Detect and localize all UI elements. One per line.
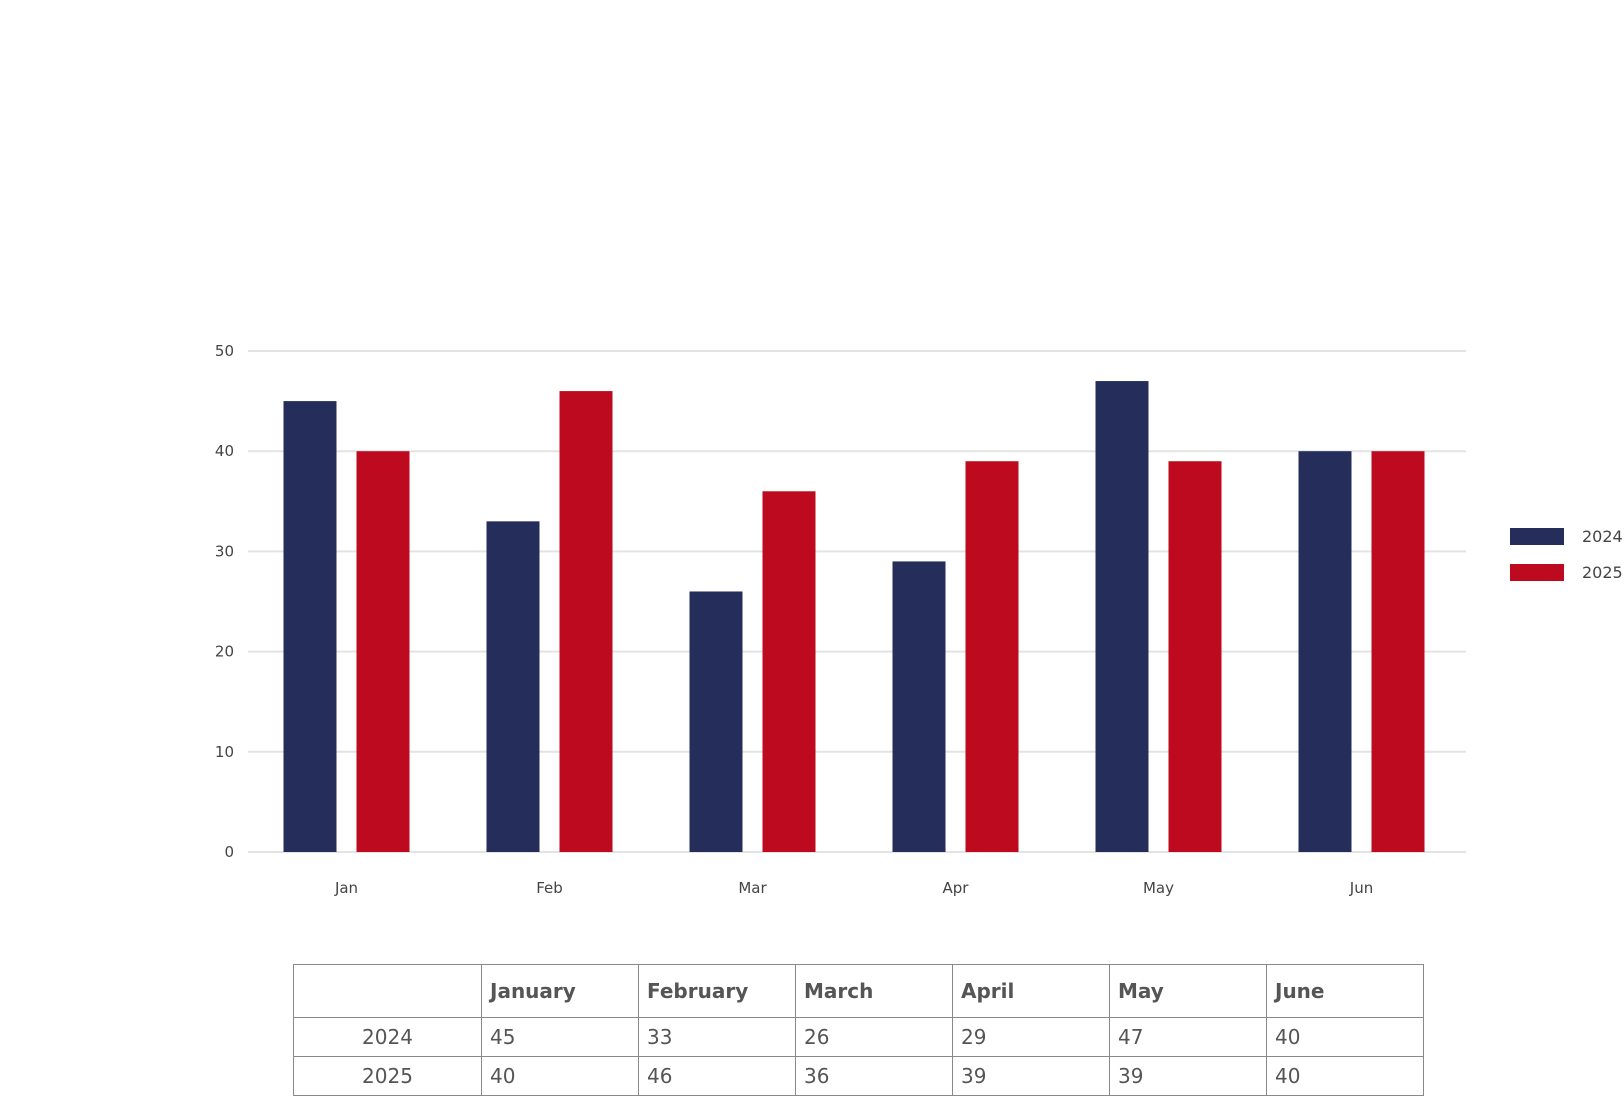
y-tick-label: 50	[215, 342, 234, 360]
table-header-january: January	[481, 964, 639, 1018]
bar-2025-apr	[965, 461, 1019, 852]
table-header-may: May	[1109, 964, 1267, 1018]
bar-2024-jan	[283, 401, 337, 852]
table-row: 2025 40 46 36 39 39 40	[293, 1056, 1424, 1096]
x-tick-label: Mar	[738, 879, 767, 897]
y-tick-label: 0	[224, 843, 234, 861]
table-row-label: 2025	[293, 1056, 482, 1096]
table-cell: 39	[1109, 1056, 1267, 1096]
table-cell: 40	[481, 1056, 639, 1096]
table-header-march: March	[795, 964, 953, 1018]
bar-2024-mar	[689, 591, 743, 852]
bar-2025-jun	[1371, 451, 1425, 852]
table-cell: 26	[795, 1017, 953, 1057]
table-cell: 46	[638, 1056, 796, 1096]
y-tick-label: 30	[215, 542, 234, 560]
table-cell: 39	[952, 1056, 1110, 1096]
legend-swatch-2024	[1510, 528, 1564, 545]
table-cell: 47	[1109, 1017, 1267, 1057]
table-cell: 40	[1266, 1017, 1424, 1057]
legend: 2024 2025	[1510, 527, 1623, 582]
y-axis: 0 10 20 30 40 50	[215, 342, 234, 861]
bar-2025-may	[1168, 461, 1222, 852]
y-tick-label: 10	[215, 743, 234, 761]
bar-2025-jan	[356, 451, 410, 852]
table-row-label: 2024	[293, 1017, 482, 1057]
x-axis: Jan Feb Mar Apr May Jun	[334, 879, 1373, 897]
x-tick-label: Apr	[943, 879, 970, 897]
x-tick-label: Feb	[536, 879, 563, 897]
table-row: 2024 45 33 26 29 47 40	[293, 1017, 1424, 1057]
legend-label-2024: 2024	[1582, 527, 1623, 546]
table-header-february: February	[638, 964, 796, 1018]
table-cell: 29	[952, 1017, 1110, 1057]
bar-2025-mar	[762, 491, 816, 852]
bar-chart: 0 10 20 30 40 50 Jan Feb Mar Apr May Jun 2024 2025	[215, 342, 1623, 897]
x-tick-label: Jun	[1349, 879, 1373, 897]
table-cell: 40	[1266, 1056, 1424, 1096]
x-tick-label: Jan	[334, 879, 358, 897]
table-cell: 33	[638, 1017, 796, 1057]
legend-label-2025: 2025	[1582, 563, 1623, 582]
table-cell: 45	[481, 1017, 639, 1057]
bar-2024-jun	[1298, 451, 1352, 852]
table-header-june: June	[1266, 964, 1424, 1018]
bar-2024-feb	[486, 521, 540, 852]
bar-2024-apr	[892, 561, 946, 852]
data-table: January February March April May June 20…	[293, 964, 1424, 1096]
table-cell: 36	[795, 1056, 953, 1096]
bar-2025-feb	[559, 391, 613, 852]
table-corner-cell	[293, 964, 482, 1018]
y-tick-label: 40	[215, 442, 234, 460]
table-header-row: January February March April May June	[293, 964, 1424, 1018]
grid-lines	[248, 350, 1466, 853]
bar-2024-may	[1095, 381, 1149, 852]
legend-swatch-2025	[1510, 564, 1564, 581]
y-tick-label: 20	[215, 643, 234, 661]
table-header-april: April	[952, 964, 1110, 1018]
x-tick-label: May	[1143, 879, 1174, 897]
bars	[283, 381, 1425, 852]
